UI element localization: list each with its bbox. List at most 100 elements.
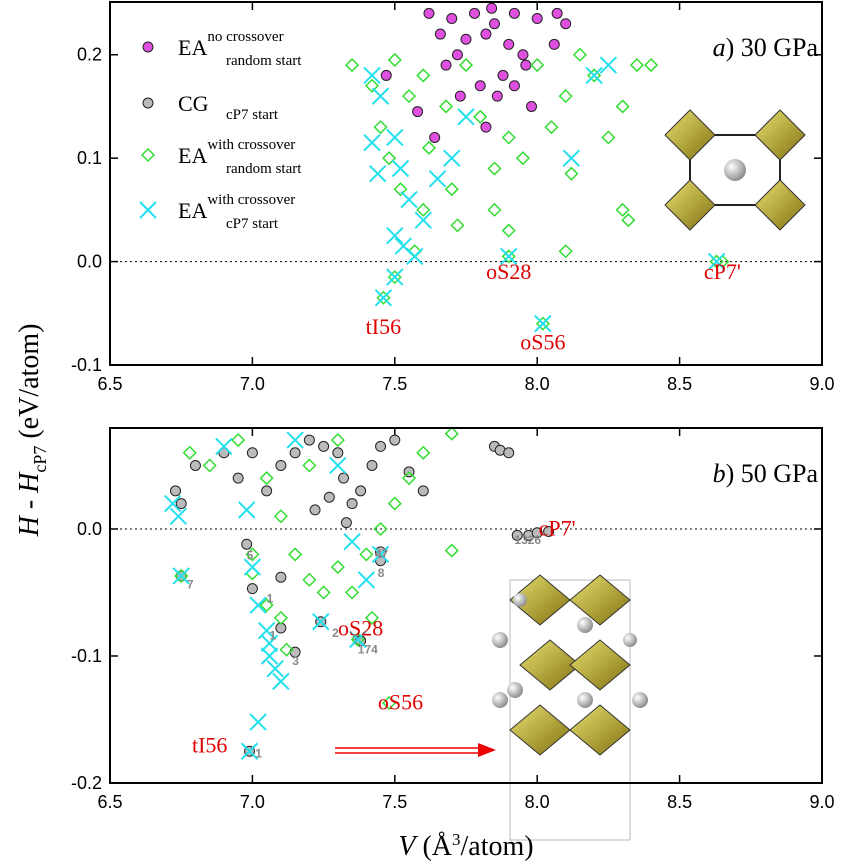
point xyxy=(341,518,351,528)
point xyxy=(417,204,429,216)
point xyxy=(552,8,562,18)
point xyxy=(549,39,559,49)
y-label-main: H - H xyxy=(14,471,45,538)
count-label: 5 xyxy=(247,548,254,562)
x-tick-label: 6.5 xyxy=(97,374,122,394)
point xyxy=(303,459,315,471)
point xyxy=(489,19,499,29)
point xyxy=(441,60,451,70)
point xyxy=(451,219,463,231)
panel-text: ) 50 GPa xyxy=(726,459,819,488)
point xyxy=(509,8,519,18)
phase-label: oS28 xyxy=(338,616,383,641)
count-label: 1326 xyxy=(514,533,541,547)
point xyxy=(531,59,543,71)
point xyxy=(481,122,491,132)
count-label: 174 xyxy=(358,642,378,656)
point xyxy=(381,70,391,80)
point xyxy=(498,70,508,80)
point xyxy=(233,473,243,483)
legend-sub: random start xyxy=(226,161,302,177)
point xyxy=(250,714,266,730)
point xyxy=(403,90,415,102)
point xyxy=(423,142,435,154)
point xyxy=(461,34,471,44)
legend-marker xyxy=(143,98,153,108)
point xyxy=(574,49,586,61)
point xyxy=(446,545,458,557)
point xyxy=(364,135,380,151)
point xyxy=(474,111,486,123)
point xyxy=(394,183,406,195)
legend-entry: CG cP7 start xyxy=(178,91,279,123)
phase-label: tI56 xyxy=(192,733,227,758)
point xyxy=(346,586,358,598)
point xyxy=(455,91,465,101)
point xyxy=(364,67,380,83)
point xyxy=(176,499,186,509)
point xyxy=(458,109,474,125)
point xyxy=(247,448,257,458)
point xyxy=(313,614,329,630)
x-tick-label: 9.0 xyxy=(809,792,834,812)
point xyxy=(324,492,334,502)
x-axis-label: V (Å3/atom) xyxy=(398,830,533,862)
point xyxy=(204,459,216,471)
y-tick-label: 0.1 xyxy=(77,148,102,168)
point xyxy=(518,50,528,60)
point xyxy=(452,50,462,60)
legend-sup: no crossover xyxy=(207,29,283,45)
point xyxy=(521,60,531,70)
point xyxy=(446,428,458,440)
point xyxy=(545,121,557,133)
point xyxy=(366,80,378,92)
point xyxy=(360,548,372,560)
panel-letter: b xyxy=(713,459,726,488)
x-tick-label: 6.5 xyxy=(97,792,122,812)
point xyxy=(373,88,389,104)
point xyxy=(389,54,401,66)
point xyxy=(190,460,200,470)
point xyxy=(622,214,634,226)
phase-label: cP7' xyxy=(539,515,576,540)
x-tick-label: 9.0 xyxy=(809,374,834,394)
figure: H - HcP7 (eV/atom) V (Å3/atom) 6.57.07.5… xyxy=(0,0,846,865)
point xyxy=(444,150,460,166)
point xyxy=(262,486,272,496)
point xyxy=(600,57,616,73)
point xyxy=(602,131,614,143)
point xyxy=(417,69,429,81)
legend-sub: cP7 start xyxy=(226,107,279,123)
y-label-sub: cP7 xyxy=(30,446,50,473)
point xyxy=(232,434,244,446)
x-label-unit: /atom) xyxy=(461,831,534,862)
arrow xyxy=(335,743,496,757)
point xyxy=(492,91,502,101)
point xyxy=(247,584,257,594)
panel-label: a) 30 GPa xyxy=(713,33,819,62)
point xyxy=(503,131,515,143)
point xyxy=(563,150,579,166)
legend-sub: cP7 start xyxy=(226,216,279,232)
point xyxy=(332,561,344,573)
point xyxy=(276,460,286,470)
phase-label: oS56 xyxy=(520,329,565,354)
y-tick-label: 0.0 xyxy=(77,252,102,272)
y-axis-label: H - HcP7 (eV/atom) xyxy=(14,324,50,538)
count-label: 47 xyxy=(375,547,389,561)
count-label: 3 xyxy=(292,654,299,668)
point xyxy=(339,473,349,483)
point xyxy=(389,498,401,510)
phase-label: cP7' xyxy=(704,259,741,284)
count-label: 8 xyxy=(378,566,385,580)
point xyxy=(481,29,491,39)
point xyxy=(488,204,500,216)
point xyxy=(440,100,452,112)
x-tick-label: 7.5 xyxy=(382,374,407,394)
x-tick-label: 8.0 xyxy=(525,374,550,394)
legend-name: CG xyxy=(178,91,209,116)
point xyxy=(275,612,287,624)
page: {"chart_data":[ {"type":"scatter","panel… xyxy=(0,0,846,865)
point xyxy=(430,132,440,142)
